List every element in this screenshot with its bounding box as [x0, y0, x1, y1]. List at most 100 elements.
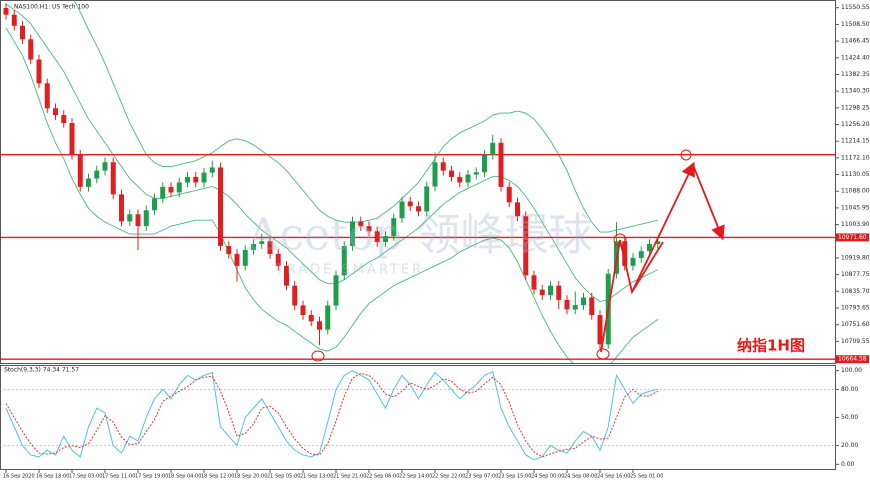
candle-body — [176, 182, 182, 193]
x-tick-label: 18 Sep 04:00 — [168, 474, 201, 480]
candle-body — [490, 142, 496, 155]
level-label: 10971.60 — [838, 234, 867, 241]
candle-body — [531, 275, 537, 290]
candle-body — [399, 201, 405, 219]
y-tick-label: 11508.50 — [841, 21, 870, 28]
candle-body — [473, 172, 479, 175]
y-tick-label: 11172.10 — [841, 154, 870, 161]
y-tick-label: 11130.05 — [841, 171, 870, 178]
candle-body — [564, 299, 570, 310]
candle-body — [28, 39, 34, 60]
x-tick-label: 24 Sep 00:00 — [531, 474, 564, 480]
y-tick-label: 11550.55 — [841, 4, 870, 11]
x-tick-label: 22 Sep 14:00 — [399, 474, 432, 480]
stoch-line — [5, 372, 658, 458]
candle-body — [515, 202, 520, 217]
candle-body — [440, 162, 446, 171]
candle-body — [61, 115, 67, 123]
y-tick-label: 10751.60 — [841, 321, 870, 328]
stoch-line — [5, 370, 658, 461]
candle-body — [209, 167, 215, 173]
x-tick-label: 22 Sep 06:00 — [366, 474, 399, 480]
candle-body — [432, 162, 438, 187]
candle-body — [267, 241, 273, 254]
axes: 11550.55 11508.50 11466.45 11424.40 11382.35… — [3, 4, 870, 479]
candle-body — [647, 243, 652, 252]
arrow-up — [631, 161, 695, 293]
candle-body — [168, 186, 174, 193]
candle-body — [333, 275, 339, 306]
y-tick-label: 11088.00 — [841, 188, 870, 195]
candle-body — [300, 305, 306, 315]
candle-body — [218, 167, 223, 246]
chart-title: NAS100,H1: US Tech 100 — [14, 4, 89, 11]
candle-body — [275, 253, 281, 266]
y-tick-label: 50.00 — [841, 414, 858, 421]
candle-body — [572, 305, 578, 310]
candle-body — [341, 245, 347, 276]
bollinger-band — [5, 27, 659, 363]
candle-body — [325, 305, 331, 330]
y-tick-label: 11424.40 — [841, 54, 870, 61]
candle-body — [317, 321, 322, 330]
bollinger-band — [73, 0, 658, 233]
x-tick-label: 23 Sep 07:00 — [465, 474, 498, 480]
candle-body — [119, 194, 124, 222]
candle-body — [102, 162, 108, 171]
candle-body — [539, 289, 545, 296]
y-tick-label: 11256.20 — [841, 121, 870, 128]
candle-body — [630, 257, 636, 266]
candle-body — [548, 285, 553, 296]
candle-body — [3, 7, 9, 15]
x-tick-label: 24 Sep 16:00 — [597, 474, 630, 480]
candle-body — [20, 25, 25, 40]
candle-body — [11, 14, 17, 26]
x-tick-label: 24 Sep 08:00 — [564, 474, 597, 480]
y-tick-label: 100.00 — [841, 367, 862, 374]
candle-body — [498, 142, 504, 187]
x-tick-label: 17 Sep 11:00 — [102, 474, 135, 480]
circle-marker — [311, 350, 325, 362]
candle-body — [152, 198, 157, 211]
stoch-title: Stoch(9,3,3) 74.34 71.57 — [4, 367, 79, 374]
candle-body — [366, 226, 372, 232]
candle-body — [391, 218, 397, 237]
candle-body — [127, 214, 133, 222]
y-tick-label: 10877.75 — [841, 271, 870, 278]
candle-body — [383, 236, 388, 243]
candle-body — [193, 176, 199, 183]
x-tick-label: 18 Sep 12:00 — [201, 474, 234, 480]
y-tick-label: 11214.15 — [841, 138, 870, 145]
candle-body — [556, 285, 562, 300]
candle-body — [226, 245, 232, 254]
candle-body — [94, 170, 100, 179]
stoch-panel — [0, 365, 836, 470]
x-tick-label: 21 Sep 13:00 — [300, 474, 333, 480]
level-tag — [836, 233, 869, 242]
x-tick-label: 21 Sep 05:00 — [267, 474, 300, 480]
y-tick-label: 10919.80 — [841, 254, 870, 261]
candle-body — [135, 214, 141, 227]
candle-body — [449, 170, 454, 177]
x-tick-label: 21 Sep 21:00 — [333, 474, 366, 480]
circle-marker — [680, 149, 692, 161]
candle-body — [53, 108, 58, 116]
y-tick-label: 11298.25 — [841, 104, 870, 111]
bollinger-band — [5, 3, 658, 302]
candle-body — [284, 265, 289, 286]
candle-body — [160, 186, 166, 199]
x-tick-label: 22 Sep 22:00 — [432, 474, 465, 480]
candle-body — [44, 83, 50, 109]
candle-body — [350, 221, 355, 246]
candle-body — [374, 231, 380, 243]
x-tick-label: 17 Sep 03:00 — [69, 474, 102, 480]
arrow-path — [600, 239, 664, 353]
candle-body — [86, 178, 91, 187]
y-tick-label: 0.00 — [841, 461, 855, 468]
watermark: Acetop 领峰環球 — [247, 210, 593, 261]
watermark-sub: TRADE SMARTER — [275, 263, 424, 278]
candle-body — [251, 243, 256, 250]
y-tick-label: 10709.55 — [841, 338, 870, 345]
annotation-arrows — [311, 149, 725, 362]
